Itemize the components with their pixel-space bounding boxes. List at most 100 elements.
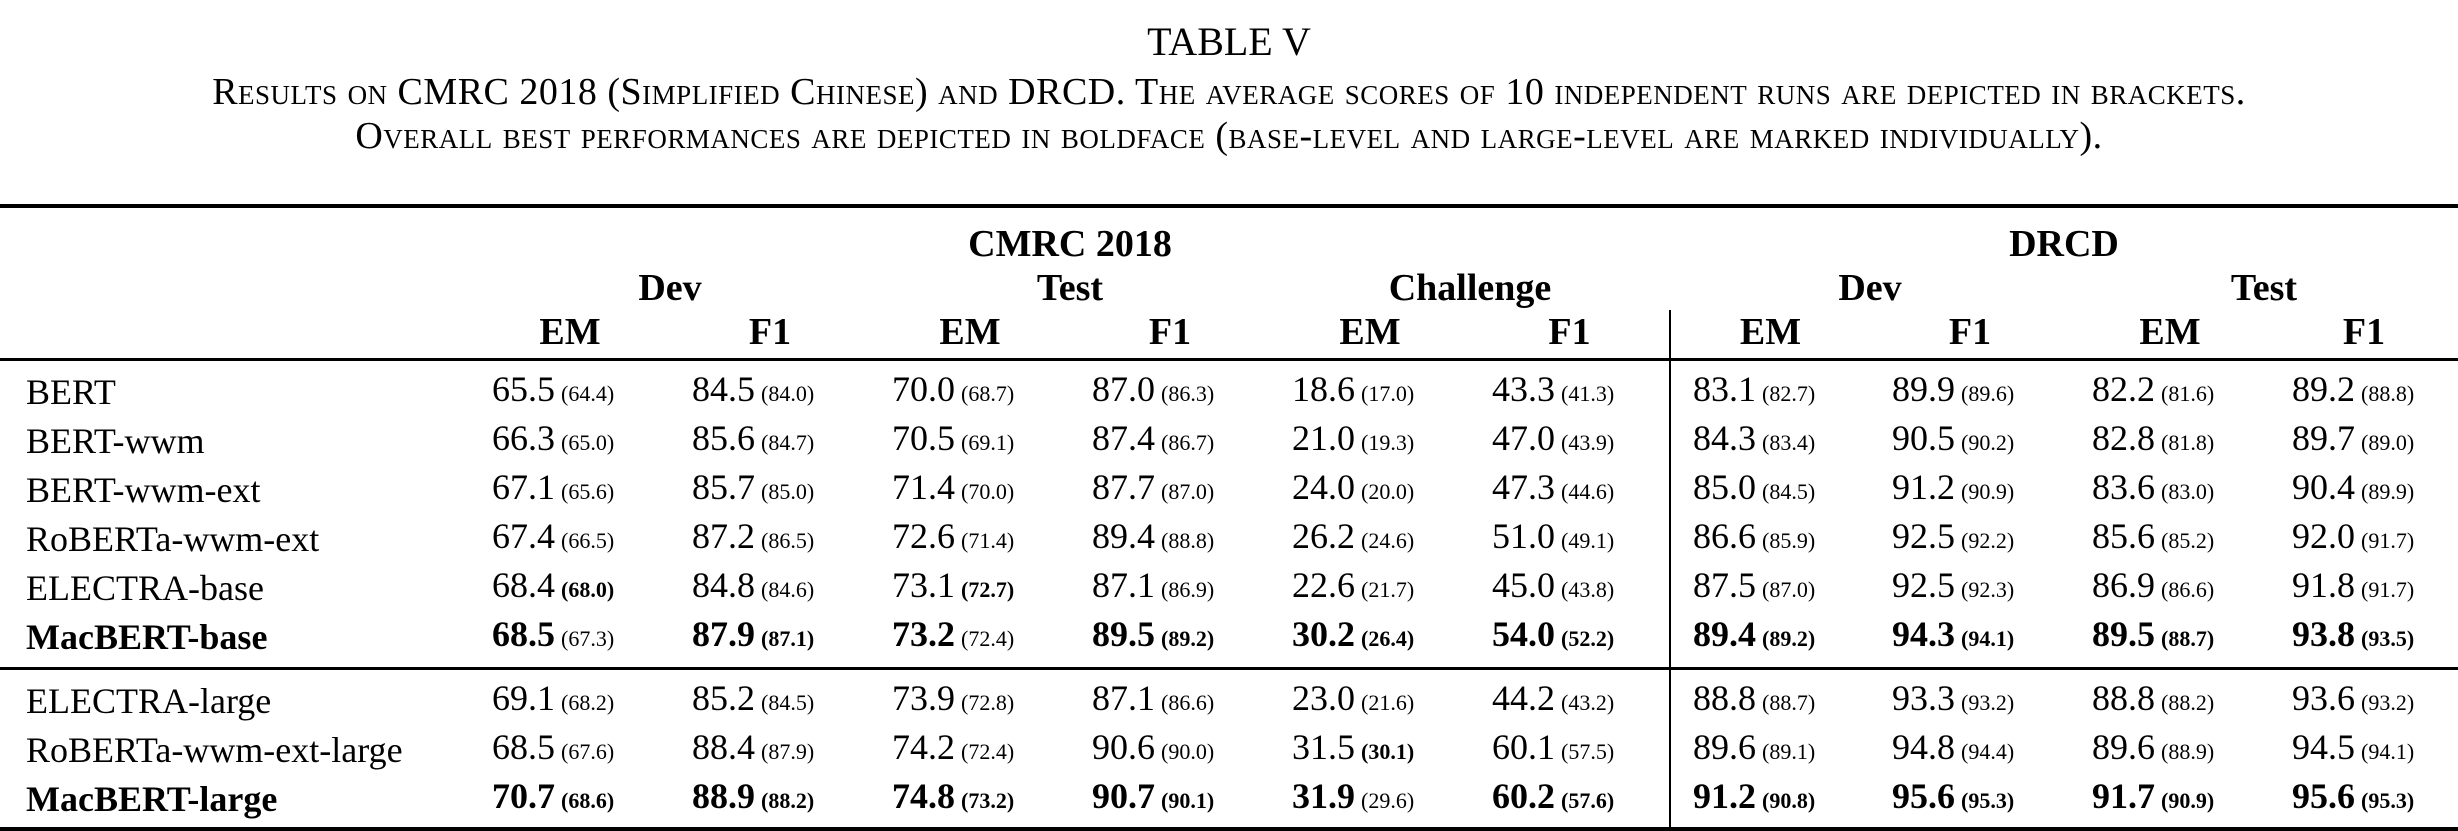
score-average: (57.5) [1561,739,1615,764]
score-cell: 18.6 (17.0) [1270,360,1470,417]
score-cell: 82.8 (81.8) [2070,416,2270,465]
score-value: 31.5 [1292,727,1355,767]
score-value: 84.5 [692,369,755,409]
score-average: (94.1) [1961,626,2015,651]
score-average: (89.2) [1161,626,1215,651]
score-value: 60.2 [1492,776,1555,816]
header-f1: F1 [1870,310,2070,361]
score-cell: 54.0 (52.2) [1470,612,1670,669]
score-cell: 87.0 (86.3) [1070,360,1270,417]
table-row: RoBERTa-wwm-ext-large 68.5 (67.6) 88.4 (87.9… [0,725,2458,774]
score-average: (89.0) [2361,430,2415,455]
score-value: 85.6 [2092,516,2155,556]
score-cell: 84.8 (84.6) [670,563,870,612]
score-value: 87.2 [692,516,755,556]
score-average: (68.6) [561,788,615,813]
score-cell: 69.1 (68.2) [470,667,670,725]
score-average: (88.7) [1762,690,1816,715]
score-average: (90.9) [1961,479,2015,504]
score-value: 67.4 [492,516,555,556]
table-row: ELECTRA-large 69.1 (68.2) 85.2 (84.5) 73.9 (72… [0,667,2458,725]
table-row: BERT 65.5 (64.4) 84.5 (84.0) 70.0 (68.7) 87.0 (8… [0,359,2458,417]
score-average: (90.9) [2161,788,2215,813]
score-average: (89.2) [1762,626,1816,651]
score-value: 89.4 [1693,614,1756,654]
score-value: 66.3 [492,418,555,458]
score-average: (82.7) [1762,381,1816,406]
score-average: (26.4) [1361,626,1415,651]
score-value: 26.2 [1292,516,1355,556]
score-value: 95.6 [2292,776,2355,816]
score-cell: 93.8 (93.5) [2270,612,2458,669]
score-cell: 92.5 (92.2) [1870,514,2070,563]
score-average: (30.1) [1361,739,1415,764]
table-row: ELECTRA-base 68.4 (68.0) 84.8 (84.6) 73.1 (72.… [0,563,2458,612]
score-average: (85.2) [2161,528,2215,553]
score-average: (87.1) [761,626,815,651]
score-cell: 88.8 (88.7) [1669,667,1870,725]
score-value: 51.0 [1492,516,1555,556]
score-value: 45.0 [1492,565,1555,605]
score-value: 82.8 [2092,418,2155,458]
score-value: 92.5 [1892,565,1955,605]
score-value: 93.3 [1892,678,1955,718]
score-average: (92.2) [1961,528,2015,553]
score-value: 91.8 [2292,565,2355,605]
header-em: EM [1669,310,1870,361]
score-value: 85.7 [692,467,755,507]
score-value: 89.2 [2292,369,2355,409]
header-em: EM [470,310,670,361]
score-cell: 91.2 (90.9) [1870,465,2070,514]
score-cell: 90.4 (89.9) [2270,465,2458,514]
table-caption: TABLE V Results on CMRC 2018 (Simplified… [0,0,2458,158]
table-top-rule [0,204,2458,222]
score-cell: 89.5 (89.2) [1070,612,1270,669]
score-average: (72.7) [961,577,1015,602]
score-cell: 89.6 (88.9) [2070,725,2270,774]
score-value: 31.9 [1292,776,1355,816]
score-average: (88.8) [1161,528,1215,553]
score-cell: 95.6 (95.3) [2270,774,2458,831]
score-cell: 45.0 (43.8) [1470,563,1670,612]
score-value: 73.2 [892,614,955,654]
score-value: 93.6 [2292,678,2355,718]
score-cell: 66.3 (65.0) [470,416,670,465]
score-average: (90.1) [1161,788,1215,813]
caption-line-2: Overall best performances are depicted i… [355,115,2103,157]
header-em: EM [2070,310,2270,361]
score-average: (88.7) [2161,626,2215,651]
score-cell: 68.5 (67.3) [470,612,670,669]
score-cell: 73.2 (72.4) [870,612,1070,669]
score-average: (69.1) [961,430,1015,455]
score-value: 84.3 [1693,418,1756,458]
score-value: 83.6 [2092,467,2155,507]
model-name: RoBERTa-wwm-ext [26,518,320,559]
score-average: (57.6) [1561,788,1615,813]
header-cmrc-dev: Dev [638,267,702,309]
score-cell: 92.5 (92.3) [1870,563,2070,612]
score-average: (41.3) [1561,381,1615,406]
score-cell: 83.1 (82.7) [1669,359,1870,416]
score-value: 60.1 [1492,727,1555,767]
score-average: (88.2) [2161,690,2215,715]
score-cell: 73.9 (72.8) [870,667,1070,725]
score-value: 91.7 [2092,776,2155,816]
score-average: (93.2) [2361,690,2415,715]
score-value: 67.1 [492,467,555,507]
score-cell: 85.6 (85.2) [2070,514,2270,563]
score-average: (88.8) [2361,381,2415,406]
score-cell: 88.8 (88.2) [2070,667,2270,725]
score-cell: 91.8 (91.7) [2270,563,2458,612]
score-cell: 65.5 (64.4) [470,360,670,417]
score-cell: 89.5 (88.7) [2070,612,2270,669]
score-average: (84.0) [761,381,815,406]
header-cmrc: CMRC 2018 [968,223,1172,265]
model-name: BERT [26,371,116,412]
score-value: 44.2 [1492,678,1555,718]
score-value: 89.9 [1892,369,1955,409]
score-cell: 51.0 (49.1) [1470,514,1670,563]
score-value: 93.8 [2292,614,2355,654]
score-cell: 47.0 (43.9) [1470,416,1670,465]
score-value: 89.6 [2092,727,2155,767]
caption-line-1: Results on CMRC 2018 (Simplified Chinese… [212,71,2246,113]
